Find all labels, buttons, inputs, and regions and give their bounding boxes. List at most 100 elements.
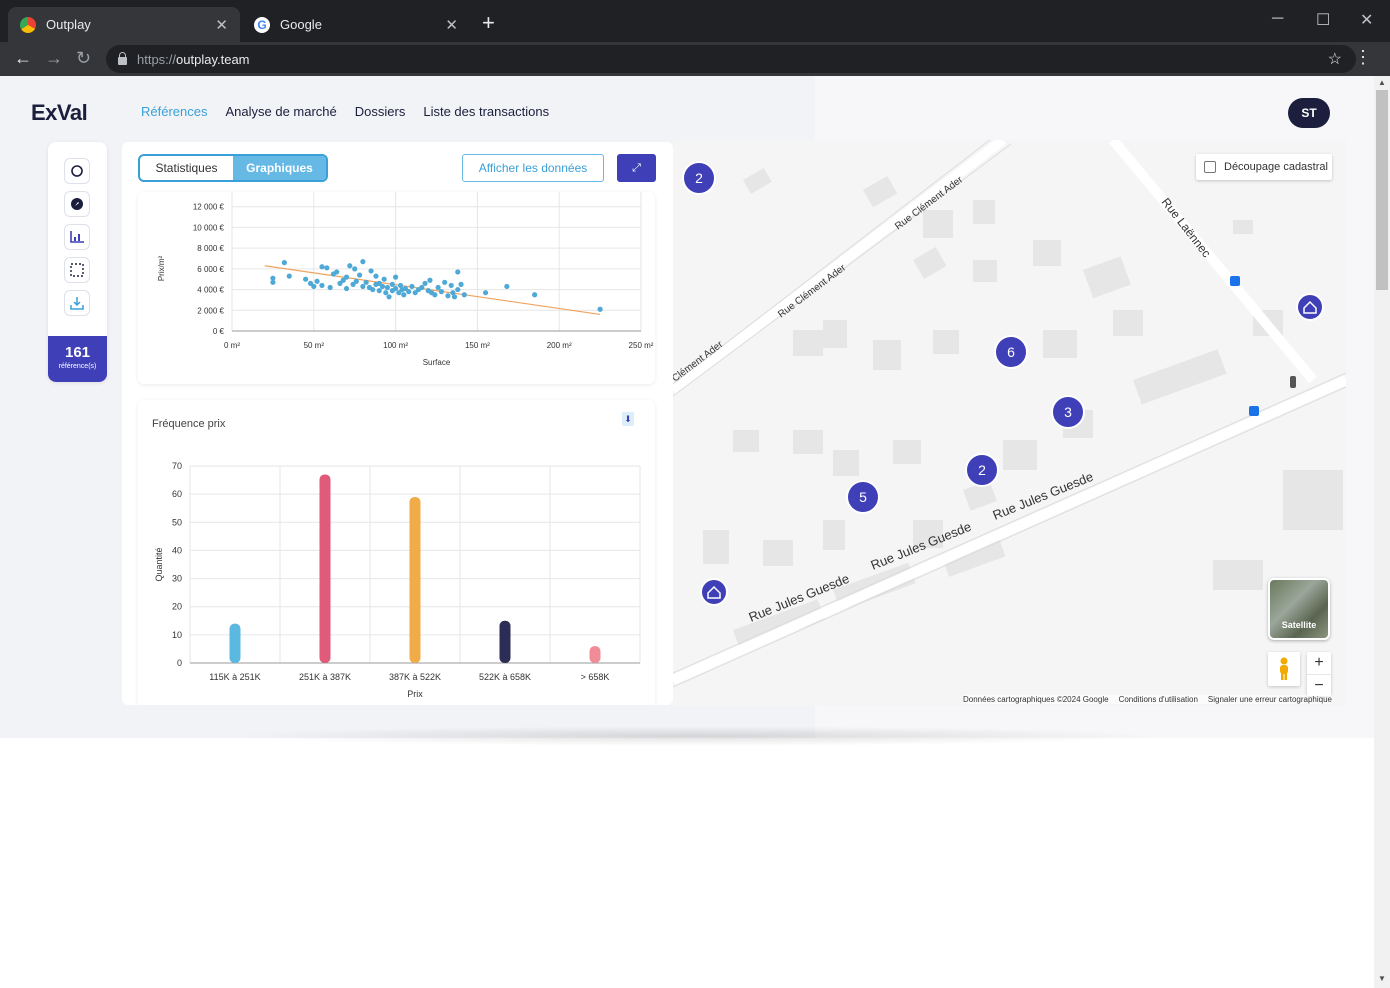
tab-outplay[interactable]: Outplay ✕ [8, 7, 240, 42]
select-area-icon[interactable] [64, 257, 90, 283]
reload-icon[interactable]: ↻ [76, 48, 92, 68]
cluster-count: 5 [859, 489, 867, 505]
scroll-down-icon[interactable]: ▼ [1378, 974, 1386, 983]
cluster-marker [1051, 395, 1085, 429]
nav-dossiers[interactable]: Dossiers [354, 104, 406, 119]
home-marker-icon [700, 578, 728, 606]
close-tab-icon[interactable]: ✕ [445, 16, 458, 34]
price-frequency-card: Fréquence prix ⬇ 0 10 20 30 40 50 60 70 115K à 2… [138, 400, 655, 705]
compass-tool-icon[interactable] [64, 191, 90, 217]
y-tick-label: 0 € [213, 327, 225, 336]
x-tick-label: 200 m² [547, 341, 572, 350]
minimize-icon[interactable]: ─ [1272, 10, 1284, 27]
scatter-point [376, 280, 382, 286]
report-error-link[interactable]: Signaler une erreur cartographique [1207, 695, 1332, 704]
scatter-point [376, 288, 382, 294]
close-tab-icon[interactable]: ✕ [215, 16, 228, 34]
zoom-out-button[interactable]: − [1307, 674, 1331, 697]
scatter-point [409, 283, 415, 290]
close-window-icon[interactable]: ✕ [1360, 12, 1374, 29]
scatter-point [379, 283, 386, 290]
cadastral-toggle[interactable]: Découpage cadastral [1196, 154, 1332, 180]
scatter-point [281, 260, 287, 266]
page-scrollbar[interactable]: ▲ ▼ [1374, 76, 1390, 988]
map[interactable]: Rue Clément Ader Rue Clément Ader Clémen… [673, 140, 1346, 706]
scatter-point [458, 281, 464, 287]
tab-google[interactable]: G Google ✕ [242, 7, 470, 42]
scatter-point [357, 272, 363, 278]
x-axis-label: Prix [407, 689, 423, 699]
scatter-point [324, 265, 330, 271]
scatter-point [397, 282, 404, 289]
forward-icon[interactable]: → [45, 48, 63, 68]
traffic-light-icon [1290, 376, 1296, 388]
charts-panel: Statistiques Graphiques Afficher les don… [122, 142, 673, 705]
scatter-point [383, 290, 389, 296]
scatter-point [438, 289, 445, 295]
y-tick-label: 8 000 € [197, 244, 224, 253]
map-buildings [703, 168, 1343, 651]
bar-chart: 0 10 20 30 40 50 60 70 115K à 251K 251K à 387K 387… [154, 461, 641, 699]
nav-references[interactable]: Références [141, 104, 208, 119]
satellite-toggle[interactable]: Satellite [1268, 578, 1330, 640]
browser-menu-icon[interactable]: ⋮ [1354, 47, 1372, 67]
tab-title: Outplay [46, 17, 91, 32]
back-icon[interactable]: ← [14, 48, 32, 68]
chart-tool-icon[interactable] [64, 224, 90, 250]
scroll-thumb[interactable] [1376, 90, 1388, 290]
url-host: outplay.team [176, 51, 250, 67]
zoom-in-button[interactable]: + [1314, 654, 1324, 671]
scatter-point [406, 289, 412, 295]
scatter-point [319, 282, 325, 289]
scatter-point [347, 263, 353, 269]
cluster-count: 6 [1007, 344, 1015, 360]
street-label: Rue Laënnec [1159, 195, 1214, 260]
scatter-point [286, 273, 292, 279]
cadastral-checkbox[interactable] [1204, 161, 1216, 173]
bar [319, 474, 331, 663]
scatter-point [352, 266, 358, 272]
circle-tool-icon[interactable] [64, 158, 90, 184]
download-chart-icon[interactable]: ⬇ [622, 412, 634, 426]
maximize-icon[interactable]: ☐ [1316, 12, 1331, 29]
address-bar[interactable]: https://outplay.team [106, 45, 1356, 73]
cadastral-label: Découpage cadastral [1224, 161, 1328, 173]
scatter-point [396, 290, 402, 296]
scatter-point [401, 292, 407, 298]
new-tab-icon[interactable]: + [482, 10, 495, 35]
scatter-point [370, 286, 376, 293]
cluster-count: 3 [1064, 404, 1072, 420]
exval-logo[interactable]: ExVal [31, 100, 88, 126]
scatter-point [334, 269, 340, 275]
view-toggle: Statistiques Graphiques [138, 154, 328, 182]
user-avatar[interactable]: ST [1288, 98, 1330, 128]
scatter-point [455, 286, 461, 293]
y-tick-label: 12 000 € [193, 203, 225, 212]
x-tick-label: 522K à 658K [479, 672, 531, 682]
scatter-point [532, 292, 538, 298]
scatter-point [343, 274, 350, 280]
scatter-point [422, 280, 428, 286]
map-data-credit: Données cartographiques ©2024 Google [963, 695, 1109, 704]
scatter-point [307, 280, 314, 286]
show-data-button[interactable]: Afficher les données [462, 154, 604, 182]
cluster-marker [846, 480, 880, 514]
expand-button[interactable]: ⤢ [617, 154, 656, 182]
terms-link[interactable]: Conditions d'utilisation [1118, 695, 1198, 704]
scatter-point [427, 277, 433, 283]
y-axis-label: Prix/m² [157, 256, 166, 282]
tab-graphiques[interactable]: Graphiques [233, 156, 326, 180]
zoom-controls: + − [1307, 652, 1331, 696]
street-view-pegman-icon[interactable] [1268, 652, 1300, 686]
scatter-chart: 0 € 2 000 € 4 000 € 6 000 € 8 000 € 10 000 € 1… [157, 192, 654, 367]
freq-chart-title: Fréquence prix [152, 418, 226, 430]
scroll-up-icon[interactable]: ▲ [1378, 78, 1386, 87]
tab-statistiques[interactable]: Statistiques [155, 161, 218, 175]
nav-transactions[interactable]: Liste des transactions [423, 104, 550, 119]
download-tool-icon[interactable] [64, 290, 90, 316]
y-tick-label: 10 000 € [193, 223, 225, 232]
scatter-point [368, 268, 374, 274]
bookmark-star-icon[interactable]: ☆ [1327, 51, 1342, 68]
cluster-count: 2 [978, 462, 986, 478]
nav-analyse-marche[interactable]: Analyse de marché [225, 104, 337, 119]
